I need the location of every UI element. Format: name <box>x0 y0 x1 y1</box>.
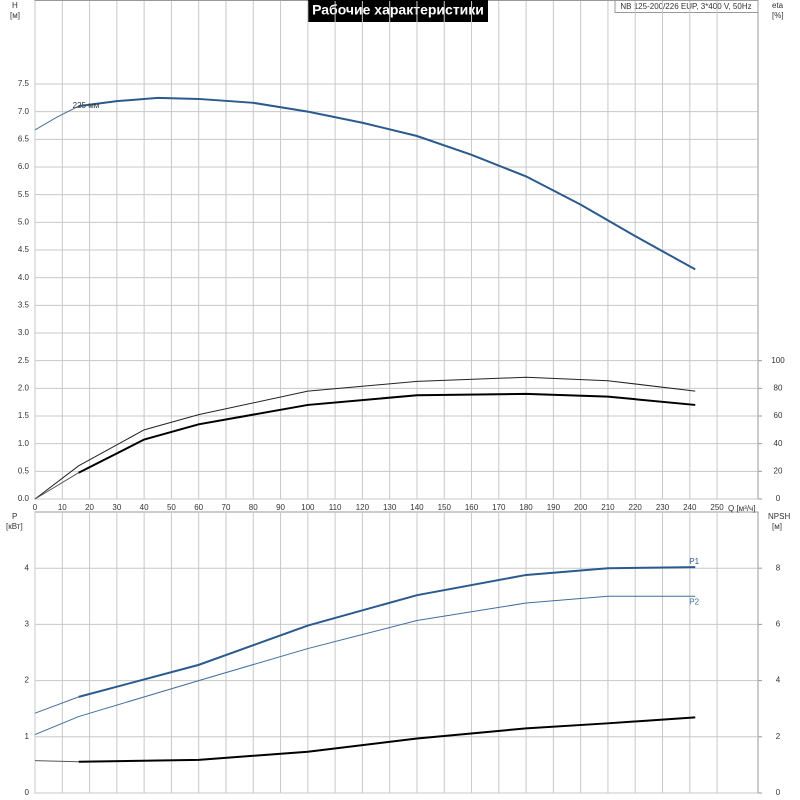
y-tick-label: 1.5 <box>18 411 30 420</box>
x-tick-label: 0 <box>33 503 38 512</box>
curve-label: P1 <box>689 557 699 566</box>
x-tick-label: 90 <box>276 503 285 512</box>
y2-tick-label: 6 <box>776 620 781 629</box>
y-tick-label: 7.5 <box>18 79 30 88</box>
x-tick-label: 170 <box>492 503 506 512</box>
y-tick-label: 2 <box>25 676 30 685</box>
y2-tick-label: 0 <box>776 494 781 503</box>
y-tick-label: 3.5 <box>18 300 30 309</box>
curve-label: P2 <box>689 597 699 606</box>
x-tick-label: 100 <box>301 503 315 512</box>
x-tick-label: 110 <box>329 503 342 512</box>
y-tick-label: 5.0 <box>18 217 30 226</box>
y-tick-label: 0.5 <box>18 466 30 475</box>
y2-tick-label: 100 <box>771 356 785 365</box>
curve <box>34 696 79 714</box>
x-tick-label: 10 <box>58 503 67 512</box>
y-tick-label: 7.0 <box>18 107 30 116</box>
curve <box>78 96 696 271</box>
y-tick-label: 2.5 <box>18 356 30 365</box>
curve <box>34 472 79 500</box>
info-box <box>614 0 759 13</box>
x-tick-label: 200 <box>574 503 588 512</box>
x-tick-label: 60 <box>194 503 203 512</box>
x-label: Q [м³/ч] <box>728 504 755 513</box>
curve <box>78 392 696 474</box>
x-tick-label: 160 <box>465 503 479 512</box>
curve <box>34 760 79 763</box>
x-tick-label: 190 <box>547 503 561 512</box>
y2-unit: [м] <box>772 522 782 531</box>
x-tick-label: 20 <box>85 503 94 512</box>
y2-tick-label: 80 <box>774 383 783 392</box>
chart-title: Рабочие характеристики <box>312 2 484 18</box>
x-tick-label: 220 <box>629 503 643 512</box>
annotation: 225 мм <box>73 101 100 110</box>
x-tick-label: 80 <box>249 503 258 512</box>
y-tick-label: 1.0 <box>18 439 30 448</box>
y-tick-label: 1 <box>25 732 30 741</box>
y-tick-label: 6.0 <box>18 162 30 171</box>
y-tick-label: 0 <box>25 788 30 797</box>
x-tick-label: 40 <box>140 503 149 512</box>
x-tick-label: 230 <box>656 503 670 512</box>
x-tick-label: 120 <box>356 503 370 512</box>
y-tick-label: 2.0 <box>18 383 30 392</box>
y2-tick-label: 0 <box>776 788 781 797</box>
y2-unit: [%] <box>772 11 784 20</box>
y-tick-label: 4 <box>25 563 30 572</box>
curve <box>34 595 696 736</box>
curve <box>34 376 696 500</box>
y2-tick-label: 40 <box>774 439 783 448</box>
y2-tick-label: 60 <box>774 411 783 420</box>
x-tick-label: 250 <box>710 503 724 512</box>
y-tick-label: 4.0 <box>18 273 30 282</box>
y-tick-label: 6.5 <box>18 134 30 143</box>
y-tick-label: 3 <box>25 620 30 629</box>
curve <box>34 105 79 131</box>
curve <box>78 566 696 698</box>
y-tick-label: 4.5 <box>18 245 30 254</box>
y2-tick-label: 4 <box>776 676 781 685</box>
y-unit: [кВт] <box>6 522 23 531</box>
y-tick-label: 5.5 <box>18 190 30 199</box>
x-tick-label: 50 <box>167 503 176 512</box>
y-label: P <box>12 512 17 521</box>
curve <box>78 716 696 763</box>
y2-label: eta <box>772 1 784 10</box>
y2-tick-label: 20 <box>774 466 783 475</box>
bottom-frame <box>34 511 759 794</box>
x-tick-label: 70 <box>222 503 231 512</box>
subtitle: NB 125-200/226 EUP, 3*400 V, 50Hz <box>620 2 751 11</box>
x-tick-label: 210 <box>601 503 615 512</box>
x-tick-label: 130 <box>383 503 397 512</box>
y2-tick-label: 2 <box>776 732 781 741</box>
x-tick-label: 140 <box>410 503 424 512</box>
x-tick-label: 180 <box>519 503 533 512</box>
x-tick-label: 150 <box>438 503 452 512</box>
y2-tick-label: 8 <box>776 563 781 572</box>
y-tick-label: 0.0 <box>18 494 30 503</box>
title-box <box>308 0 488 22</box>
y2-label: NPSH <box>768 512 790 521</box>
x-tick-label: 240 <box>683 503 697 512</box>
x-tick-label: 30 <box>112 503 121 512</box>
y-unit: [м] <box>10 11 20 20</box>
y-tick-label: 3.0 <box>18 328 30 337</box>
y-label: H <box>12 1 18 10</box>
